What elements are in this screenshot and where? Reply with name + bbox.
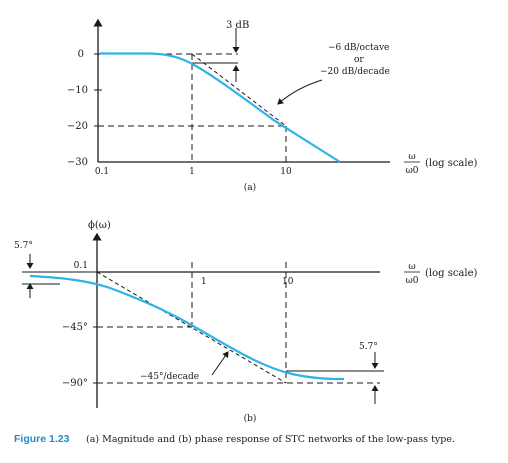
phase-tick-y-90: −90°: [62, 378, 88, 389]
mag-omega-den: ω0: [405, 166, 418, 176]
phase-response-curve: [29, 274, 345, 381]
mag-tick-x-1: 1: [189, 167, 195, 177]
phase-log-scale-label: (log scale): [425, 268, 478, 279]
mag-tick-y-10: −10: [67, 85, 88, 96]
phase-plot: ϕ(ω) 0.1 1 10 −45° −90° 5.7° 5.7° −45°/d…: [14, 220, 478, 424]
phase-slope-label: −45°/decade: [140, 372, 199, 382]
mag-3db-label: 3 dB: [226, 20, 249, 31]
phase-tick-y-45: −45°: [62, 322, 88, 333]
figure-caption: Figure 1.23 (a) Magnitude and (b) phase …: [14, 433, 455, 445]
phase-left-offset-label: 5.7°: [14, 241, 33, 251]
mag-slope-line2: or: [354, 55, 364, 65]
mag-panel-label: (a): [244, 182, 256, 193]
phase-panel-label: (b): [244, 413, 257, 424]
mag-omega-num: ω: [408, 152, 415, 162]
phase-tick-x-1: 1: [201, 277, 207, 287]
mag-tick-x-10: 10: [280, 167, 292, 177]
phase-right-offset-label: 5.7°: [359, 342, 378, 352]
phase-omega-den: ω0: [405, 276, 418, 286]
phase-tick-x-0.1: 0.1: [74, 261, 88, 271]
caption-figure-number: Figure 1.23: [14, 433, 70, 445]
mag-tick-x-0.1: 0.1: [95, 167, 109, 177]
mag-response-curve: [100, 52, 341, 163]
phase-asymptote: [96, 271, 287, 384]
phase-y-label: ϕ(ω): [88, 220, 111, 231]
mag-log-scale-label: (log scale): [425, 158, 478, 169]
mag-tick-y-0: 0: [78, 49, 84, 60]
phase-tick-x-10: 10: [282, 277, 294, 287]
mag-slope-line3: −20 dB/decade: [320, 67, 390, 77]
phase-omega-num: ω: [408, 262, 415, 272]
magnitude-plot: 0 −10 −20 −30 0.1 1 10 3 dB −6 dB/octave…: [67, 18, 478, 193]
phase-slope-pointer: [211, 351, 229, 376]
mag-asymptote: [191, 53, 287, 127]
mag-tick-y-20: −20: [67, 121, 88, 132]
mag-tick-y-30: −30: [67, 157, 88, 168]
mag-slope-line1: −6 dB/octave: [328, 43, 389, 53]
mag-slope-pointer: [277, 79, 323, 105]
caption-text: (a) Magnitude and (b) phase response of …: [86, 434, 455, 445]
